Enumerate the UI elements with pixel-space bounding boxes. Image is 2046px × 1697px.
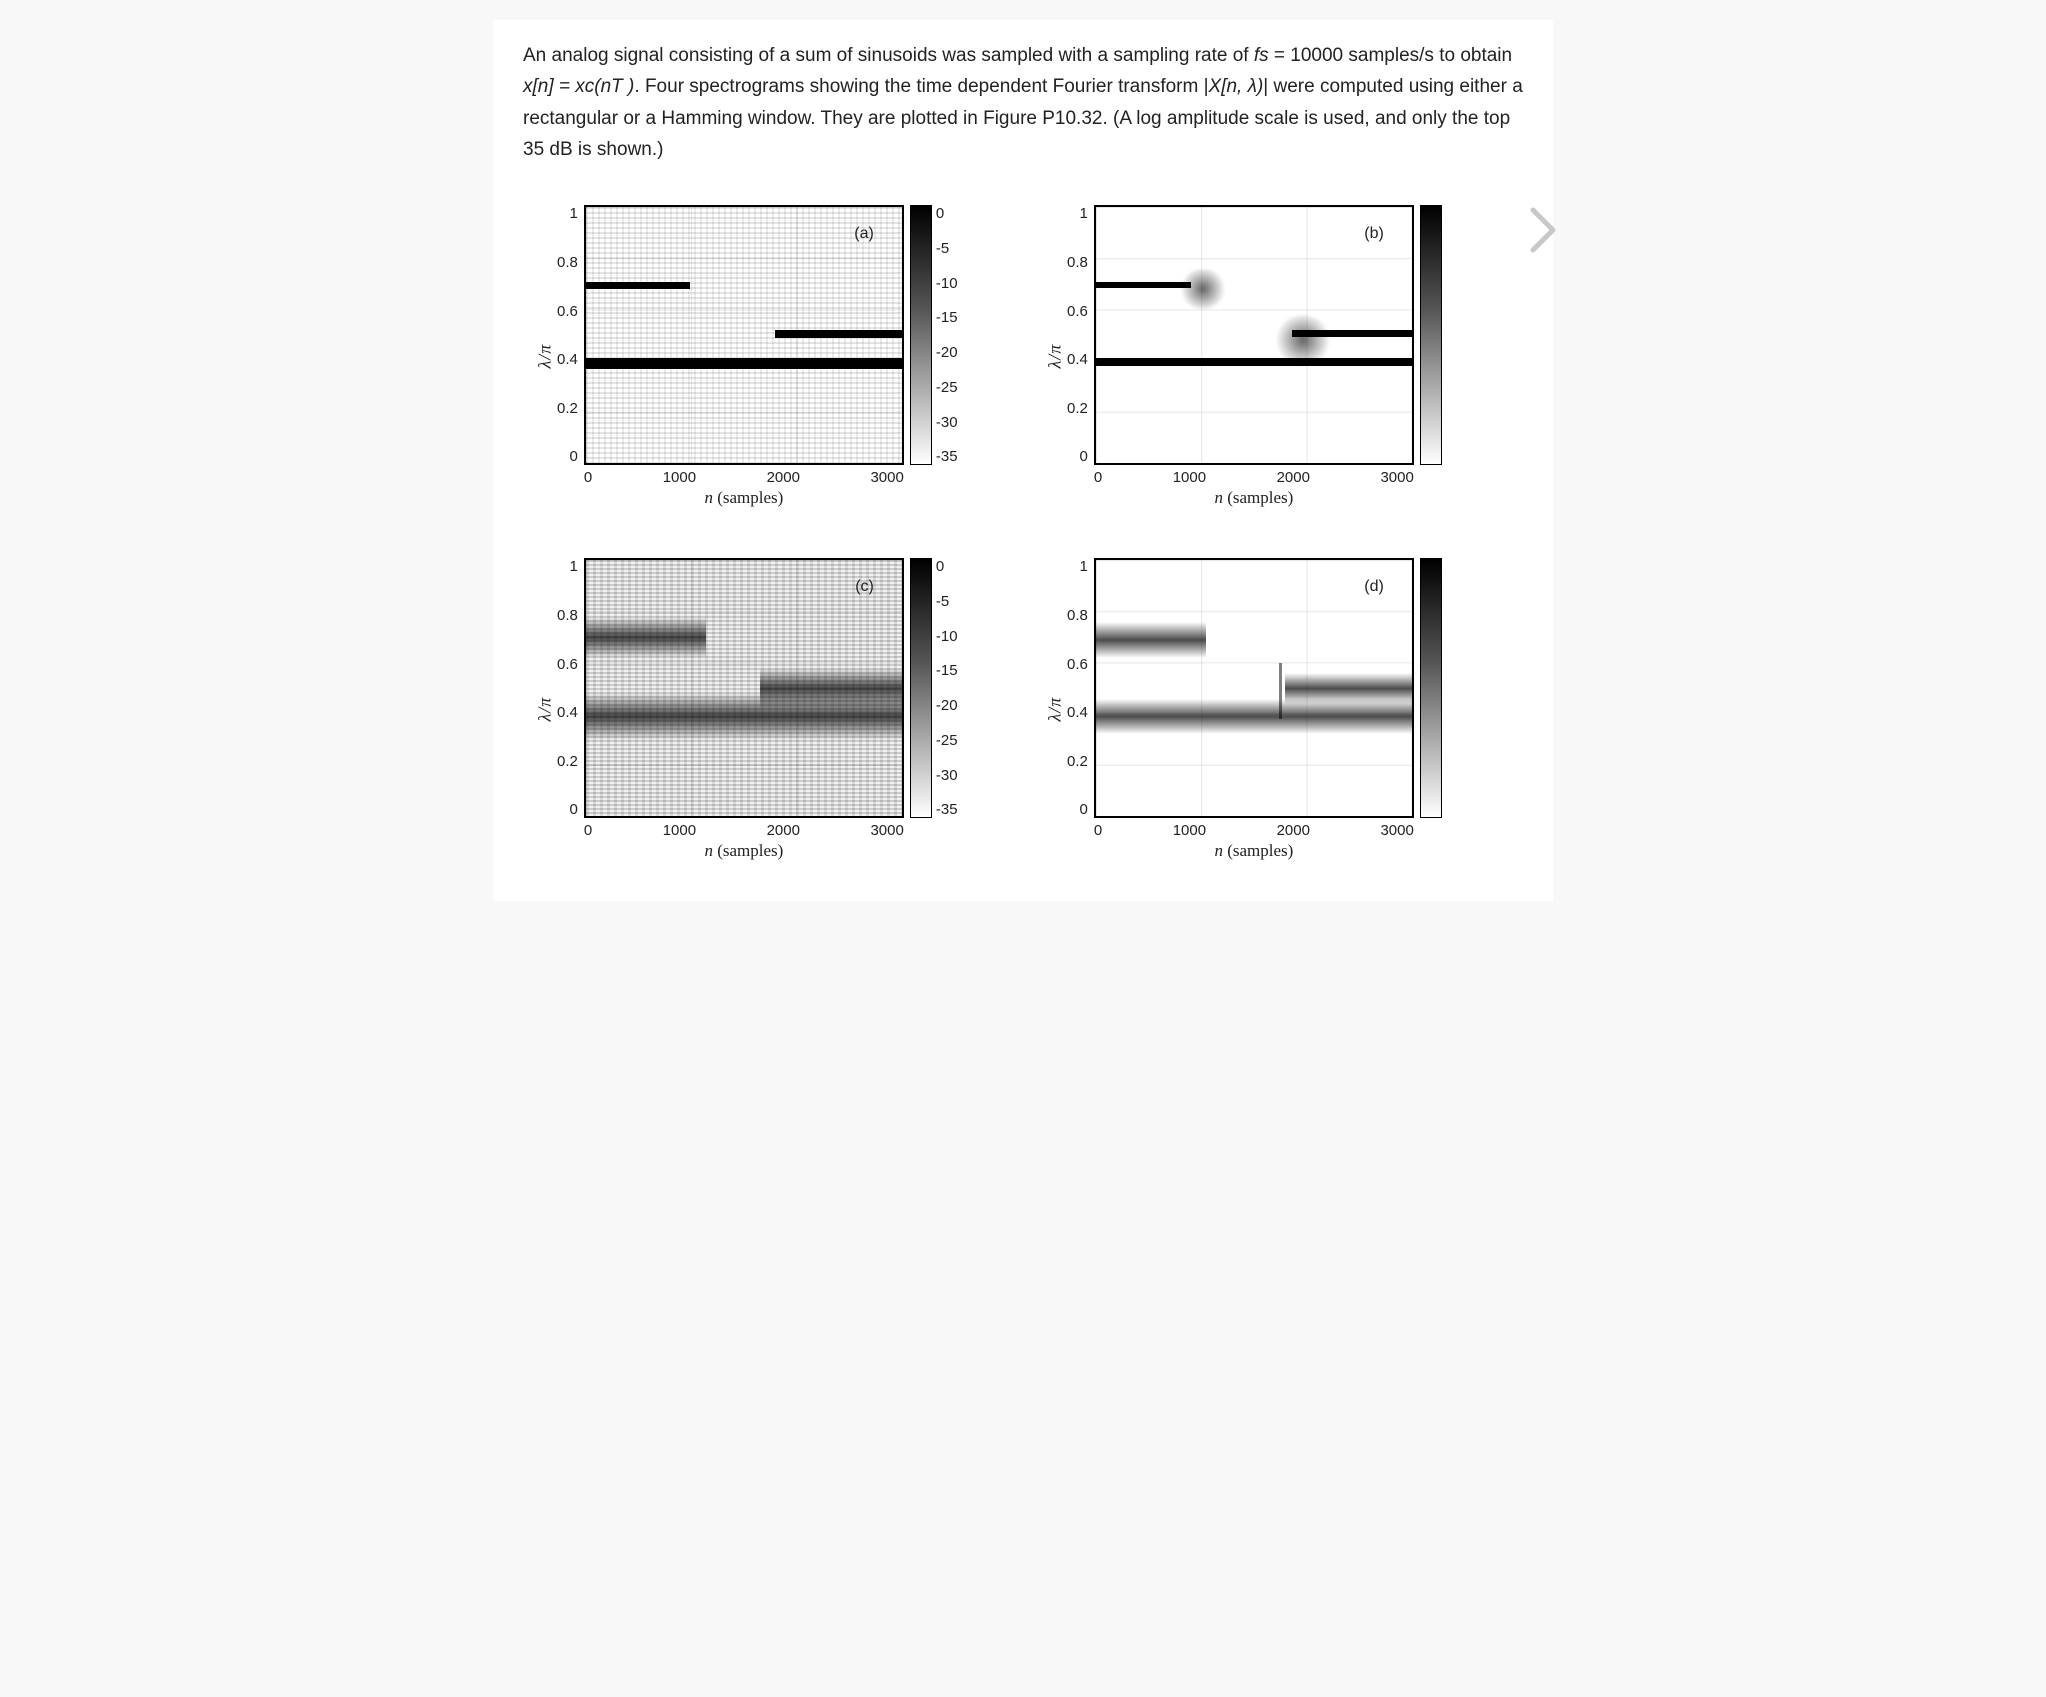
- spectrogram-d: (d): [1094, 558, 1414, 818]
- colorbar-gradient: [910, 205, 932, 465]
- next-chevron-icon[interactable]: [1523, 200, 1563, 260]
- spectrogram-grid: λ/π 10.80.60.40.20 (a): [533, 205, 1513, 861]
- page-container: An analog signal consisting of a sum of …: [493, 20, 1553, 901]
- subplot-d: λ/π 10.80.60.40.20 (d): [1043, 558, 1513, 861]
- problem-statement: An analog signal consisting of a sum of …: [523, 40, 1523, 165]
- subplot-label: (b): [1364, 225, 1384, 243]
- x-axis-label: n (samples): [704, 841, 783, 861]
- subplot-label: (c): [855, 578, 874, 596]
- subplot-label: (d): [1364, 578, 1384, 596]
- text-seg: An analog signal consisting of a sum of …: [523, 45, 1254, 66]
- x-ticks: 0100020003000: [1094, 469, 1414, 486]
- fs-symbol: fs: [1254, 45, 1269, 66]
- colorbar-gradient: [910, 558, 932, 818]
- figure-p10-32: λ/π 10.80.60.40.20 (a): [523, 205, 1523, 861]
- y-ticks: 10.80.60.40.20: [557, 558, 584, 818]
- text-seg: . Four spectrograms showing the time dep…: [634, 76, 1208, 97]
- y-axis-label: λ/π: [533, 346, 557, 367]
- spectrogram-b: (b): [1094, 205, 1414, 465]
- y-ticks: 10.80.60.40.20: [557, 205, 584, 465]
- colorbar-a: [910, 205, 932, 508]
- y-axis-label: λ/π: [1043, 699, 1067, 720]
- spectrogram-c: (c): [584, 558, 904, 818]
- x-axis-label: n (samples): [1214, 841, 1293, 861]
- y-axis-label: λ/π: [1043, 346, 1067, 367]
- colorbar-gradient: [1420, 558, 1442, 818]
- x-ticks: 0100020003000: [1094, 822, 1414, 839]
- xn-expr: x[n] = xc(nT ): [523, 76, 634, 97]
- y-ticks: 10.80.60.40.20: [1067, 558, 1094, 818]
- subplot-a: λ/π 10.80.60.40.20 (a): [533, 205, 1003, 508]
- y-axis-label: λ/π: [533, 699, 557, 720]
- colorbar-ticks: 0-5-10-15-20-25-30-35: [936, 558, 958, 818]
- colorbar-c: [910, 558, 932, 861]
- colorbar-d: [1420, 558, 1442, 861]
- colorbar-ticks: 0-5-10-15-20-25-30-35: [936, 205, 958, 465]
- subplot-label: (a): [854, 225, 874, 243]
- subplot-b: λ/π 10.80.60.40.20 (b): [1043, 205, 1513, 508]
- spectrogram-a: (a): [584, 205, 904, 465]
- x-axis-label: n (samples): [704, 488, 783, 508]
- Xn-expr: X[n, λ): [1209, 76, 1264, 97]
- x-ticks: 0100020003000: [584, 469, 904, 486]
- colorbar-b: [1420, 205, 1442, 508]
- colorbar-gradient: [1420, 205, 1442, 465]
- x-axis-label: n (samples): [1214, 488, 1293, 508]
- x-ticks: 0100020003000: [584, 822, 904, 839]
- y-ticks: 10.80.60.40.20: [1067, 205, 1094, 465]
- subplot-c: λ/π 10.80.60.40.20 (c): [533, 558, 1003, 861]
- text-seg: = 10000 samples/s to obtain: [1269, 45, 1512, 66]
